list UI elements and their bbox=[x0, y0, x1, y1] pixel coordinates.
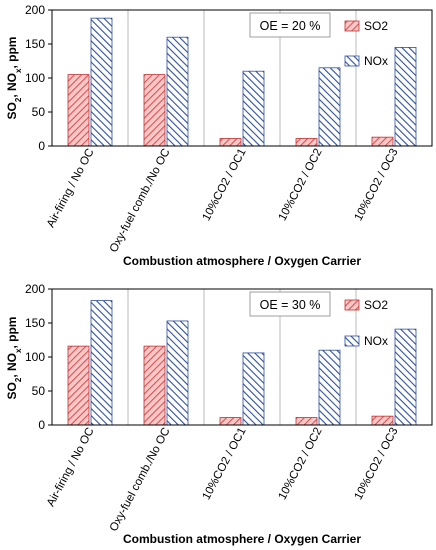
y-tick-label: 200 bbox=[25, 3, 45, 17]
legend-swatch-so2-2 bbox=[344, 299, 360, 311]
bar-nox-2 bbox=[166, 36, 189, 147]
y-ticks-2: 0 50 100 150 200 bbox=[25, 282, 52, 432]
annotation-text-2: OE = 30 % bbox=[260, 298, 321, 312]
plot-frame-1 bbox=[51, 9, 433, 147]
legend-label-nox-2: NOx bbox=[364, 334, 388, 348]
y-tick-label: 50 bbox=[32, 384, 46, 398]
bar-nox-3 bbox=[242, 70, 265, 147]
legend-label-so2-2: SO2 bbox=[364, 298, 388, 312]
x-category-label: Oxy-fuel comb./No OC bbox=[108, 147, 173, 255]
y-tick-label: 100 bbox=[25, 71, 45, 85]
bar-nox-4 bbox=[318, 67, 341, 147]
bar-so2-3 bbox=[219, 138, 242, 147]
legend-1: SO2 NOx bbox=[344, 19, 388, 68]
annotation-box-2: OE = 30 % bbox=[249, 291, 331, 317]
svg-text:SO2, NOx, ppm: SO2, NOx, ppm bbox=[5, 317, 23, 400]
bar-nox-4 bbox=[318, 349, 341, 426]
chart-panel-2: SO2, NOx, ppm 0 50 100 150 200 Air-firing / … bbox=[5, 282, 433, 546]
annotation-text-1: OE = 20 % bbox=[260, 19, 321, 33]
x-axis-title-1: Combustion atmosphere / Oxygen Carrier bbox=[123, 254, 361, 268]
y-tick-label: 200 bbox=[25, 282, 45, 296]
x-category-label: 10%CO2 / OC2 bbox=[277, 147, 325, 223]
bar-nox-3 bbox=[242, 352, 265, 426]
annotation-box-1: OE = 20 % bbox=[249, 12, 331, 38]
x-category-label: 10%CO2 / OC1 bbox=[201, 147, 249, 223]
bar-so2-4 bbox=[295, 138, 318, 147]
legend-label-nox-1: NOx bbox=[364, 54, 388, 68]
legend-swatch-so2-1 bbox=[344, 20, 360, 32]
category-separators-1 bbox=[127, 10, 357, 146]
legend-swatch-nox-2 bbox=[344, 335, 360, 347]
y-tick-label: 100 bbox=[25, 350, 45, 364]
bar-so2-1 bbox=[67, 74, 90, 147]
x-category-labels-2: Air-firing / No OC Oxy-fuel comb./No OC 10… bbox=[45, 426, 401, 534]
bar-so2-5 bbox=[371, 415, 394, 426]
bar-nox-2 bbox=[166, 320, 189, 426]
y-tick-label: 0 bbox=[38, 418, 45, 432]
x-category-label: 10%CO2 / OC3 bbox=[353, 147, 401, 223]
y-axis-title-1: SO2, NOx, ppm bbox=[5, 37, 23, 120]
y-tick-label: 150 bbox=[25, 37, 45, 51]
bar-nox-1 bbox=[90, 17, 113, 147]
x-category-labels-1: Air-firing / No OC Oxy-fuel comb./No OC 10… bbox=[45, 147, 401, 255]
x-category-label: Air-firing / No OC bbox=[45, 147, 97, 230]
legend-label-so2-1: SO2 bbox=[364, 19, 388, 33]
y-tick-label: 0 bbox=[38, 139, 45, 153]
bars-2 bbox=[67, 300, 417, 426]
chart-panel-1: SO2, NOx, ppm 0 50 100 150 200 Air-firing / … bbox=[5, 3, 433, 268]
legend-2: SO2 NOx bbox=[344, 298, 388, 348]
bar-so2-4 bbox=[295, 417, 318, 426]
bar-nox-5 bbox=[394, 47, 417, 147]
bar-so2-5 bbox=[371, 136, 394, 147]
bar-so2-2 bbox=[143, 74, 166, 147]
x-axis-title-2: Combustion atmosphere / Oxygen Carrier bbox=[123, 532, 361, 546]
x-category-label: Oxy-fuel comb./No OC bbox=[108, 426, 173, 534]
bars-1 bbox=[67, 17, 417, 147]
bar-so2-2 bbox=[143, 345, 166, 426]
x-category-label: 10%CO2 / OC2 bbox=[277, 426, 325, 502]
x-category-label: Air-firing / No OC bbox=[45, 426, 97, 509]
x-category-label: 10%CO2 / OC1 bbox=[201, 426, 249, 502]
bar-nox-1 bbox=[90, 300, 113, 426]
bar-nox-5 bbox=[394, 328, 417, 426]
y-tick-label: 150 bbox=[25, 316, 45, 330]
legend-swatch-nox-1 bbox=[344, 55, 360, 67]
y-axis-title-2: SO2, NOx, ppm bbox=[5, 317, 23, 400]
bar-so2-3 bbox=[219, 417, 242, 426]
y-tick-label: 50 bbox=[32, 105, 46, 119]
bar-so2-1 bbox=[67, 345, 90, 426]
x-category-label: 10%CO2 / OC3 bbox=[353, 426, 401, 502]
y-ticks-1: 0 50 100 150 200 bbox=[25, 3, 52, 153]
plot-frame-2 bbox=[51, 288, 433, 426]
svg-text:SO2, NOx, ppm: SO2, NOx, ppm bbox=[5, 37, 23, 120]
